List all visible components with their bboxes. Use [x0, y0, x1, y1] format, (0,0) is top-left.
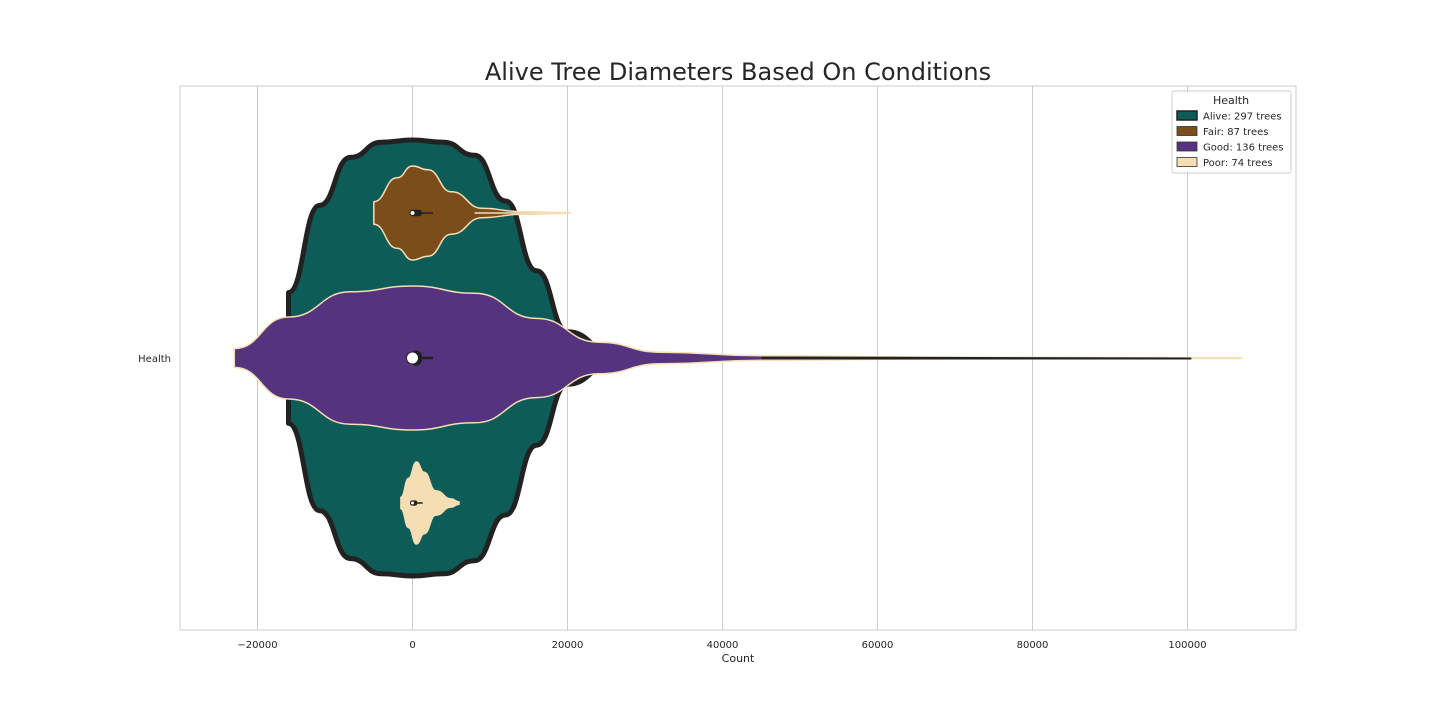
- legend: Health Alive: 297 trees Fair: 87 trees Goo…: [1171, 90, 1292, 174]
- legend-title: Health: [1213, 94, 1249, 107]
- x-axis-label: Count: [722, 652, 755, 665]
- violin-group: [233, 137, 1243, 579]
- legend-label: Good: 136 trees: [1203, 143, 1283, 154]
- x-tick-label: 20000: [552, 640, 584, 651]
- legend-swatch: [1176, 157, 1198, 167]
- violin-alive-tail: [761, 356, 1192, 360]
- x-tick-label: 60000: [862, 640, 894, 651]
- median-dot: [406, 351, 419, 365]
- legend-swatch: [1176, 110, 1198, 121]
- plot-frame: [179, 85, 1297, 631]
- x-tick-labels: −20000 0 20000 40000 60000 80000 100000: [237, 640, 1206, 651]
- x-tick-label: 40000: [707, 640, 739, 651]
- x-tick-label: 100000: [1168, 640, 1206, 651]
- legend-label: Alive: 297 trees: [1203, 112, 1282, 123]
- chart-title: Alive Tree Diameters Based On Conditions: [485, 58, 991, 86]
- x-tick-label: −20000: [237, 640, 277, 651]
- violin-good: [233, 285, 1243, 431]
- legend-label: Fair: 87 trees: [1203, 127, 1268, 138]
- x-tick-label: 0: [409, 640, 415, 651]
- y-category-label: Health: [138, 354, 171, 365]
- legend-label: Poor: 74 trees: [1203, 158, 1273, 169]
- legend-box: [1171, 90, 1292, 174]
- violin-poor: [400, 461, 460, 545]
- median-dot: [410, 500, 415, 506]
- median-dot: [409, 210, 416, 216]
- legend-swatch: [1176, 126, 1198, 136]
- x-tick-label: 80000: [1017, 640, 1049, 651]
- legend-swatch: [1176, 141, 1198, 152]
